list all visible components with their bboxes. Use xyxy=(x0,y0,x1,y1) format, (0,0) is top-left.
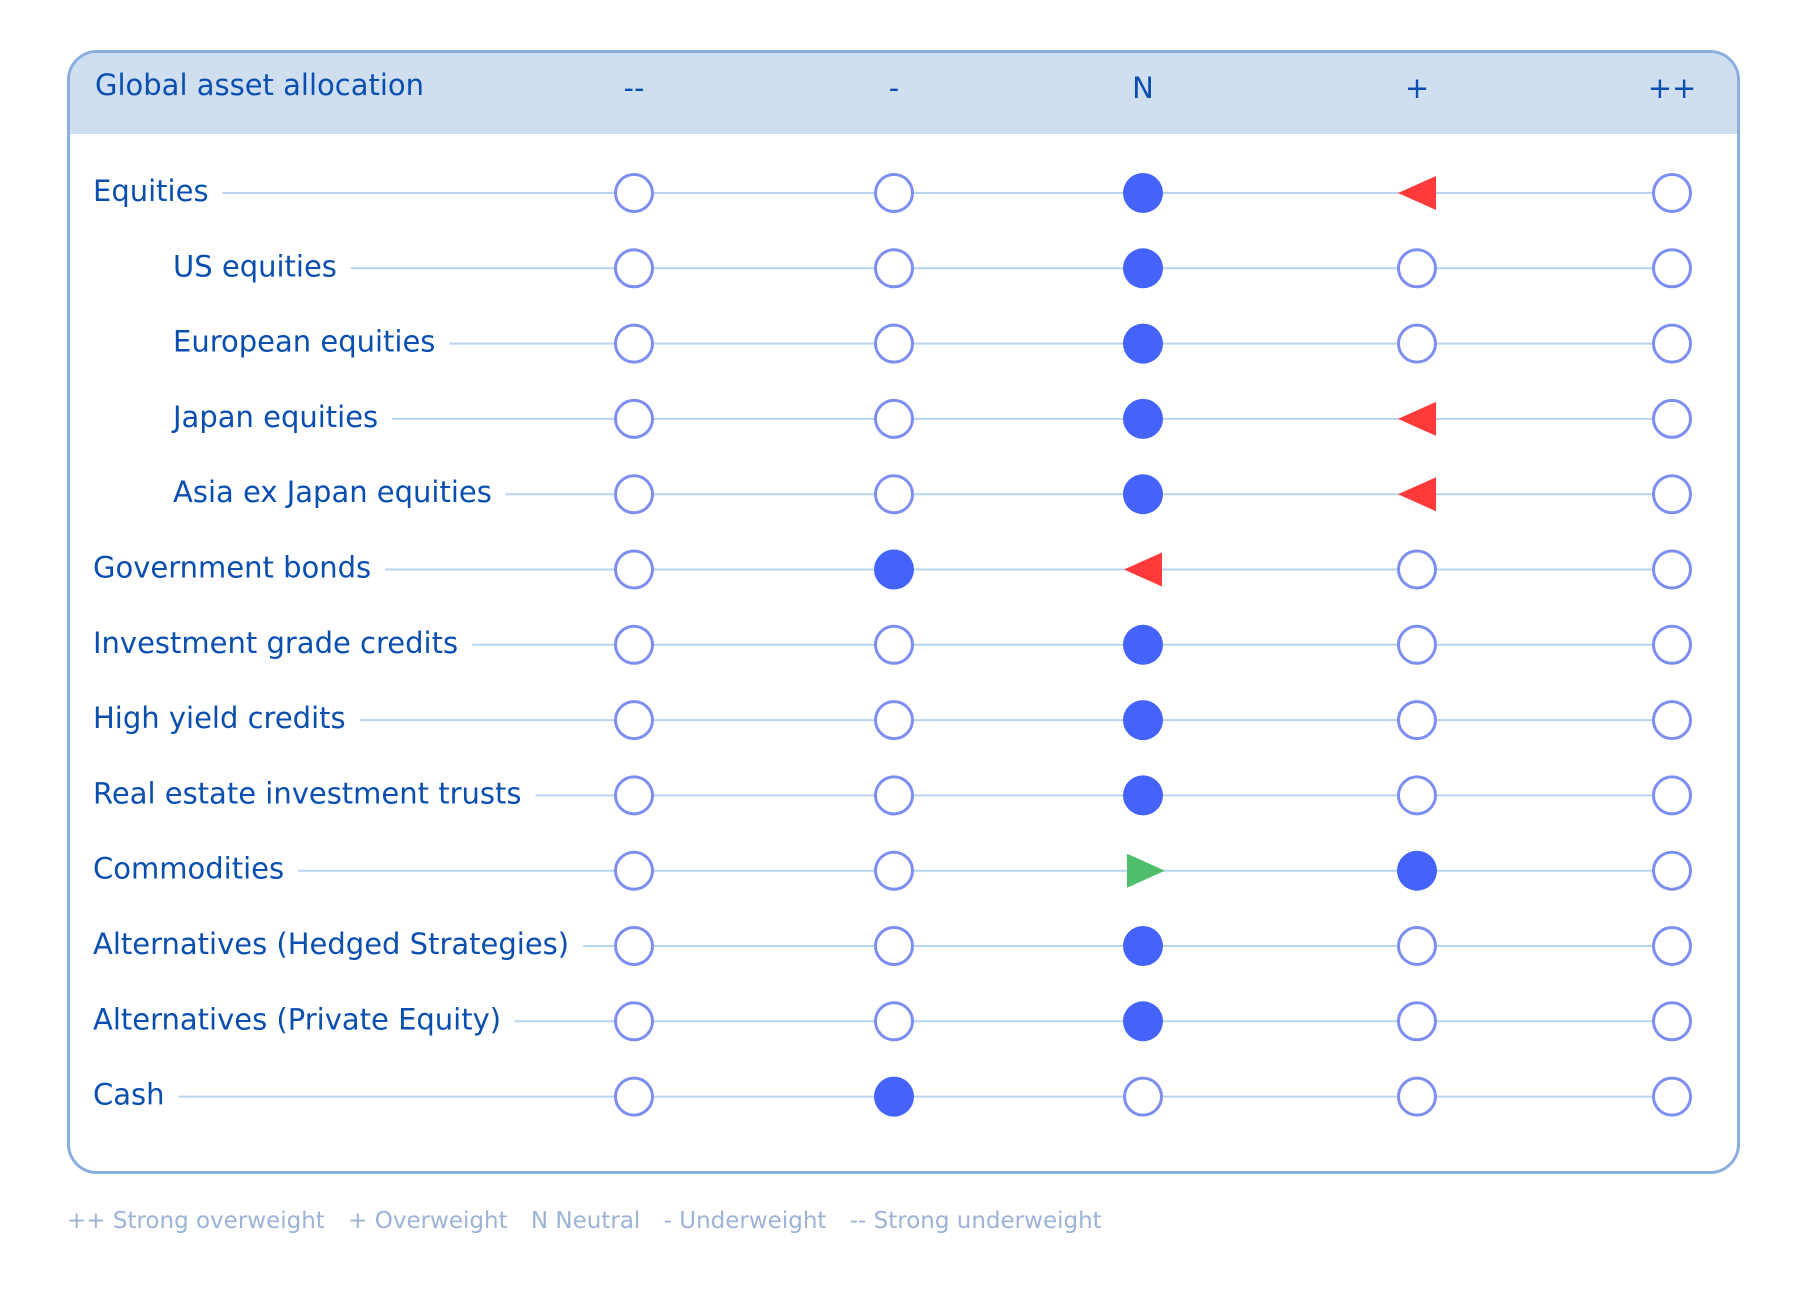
legend-item-overweight: + Overweight xyxy=(348,1208,508,1234)
row-label-equities: Equities xyxy=(93,174,209,208)
empty-marker-alternatives-hedged-strategies-strong-underweight xyxy=(614,926,654,966)
empty-marker-high-yield-credits-underweight xyxy=(874,700,914,741)
legend-item-neutral: N Neutral xyxy=(530,1208,641,1234)
row-label-investment-grade-credits: Investment grade credits xyxy=(93,626,458,660)
row-label-asia-ex-japan-equities: Asia ex Japan equities xyxy=(173,475,492,509)
empty-marker-us-equities-strong-underweight xyxy=(614,248,654,289)
empty-marker-alternatives-hedged-strategies-overweight xyxy=(1397,926,1437,966)
allocation-card xyxy=(67,50,1740,1174)
empty-marker-equities-underweight xyxy=(874,173,914,213)
position-marker-equities xyxy=(1123,173,1163,213)
empty-marker-government-bonds-overweight xyxy=(1397,549,1437,590)
empty-marker-asia-ex-japan-equities-underweight xyxy=(874,474,914,515)
empty-marker-us-equities-underweight xyxy=(874,248,914,289)
column-header-underweight: - xyxy=(889,71,899,105)
trend-arrow-left-equities xyxy=(1398,176,1436,210)
empty-marker-high-yield-credits-strong-underweight xyxy=(614,700,654,741)
row-label-cash: Cash xyxy=(93,1078,165,1112)
empty-marker-commodities-strong-overweight xyxy=(1652,850,1692,891)
trend-arrow-left-japan-equities xyxy=(1398,401,1436,436)
legend-item-strong-underweight: -- Strong underweight xyxy=(849,1208,1102,1234)
empty-marker-real-estate-investment-trusts-overweight xyxy=(1397,775,1437,816)
position-marker-high-yield-credits xyxy=(1123,700,1163,741)
empty-marker-alternatives-private-equity-overweight xyxy=(1397,1001,1437,1042)
column-header-overweight: + xyxy=(1405,71,1429,105)
empty-marker-japan-equities-strong-underweight xyxy=(614,398,654,439)
empty-marker-us-equities-strong-overweight xyxy=(1652,248,1692,289)
empty-marker-us-equities-overweight xyxy=(1397,248,1437,289)
position-marker-government-bonds xyxy=(874,549,914,590)
table-header xyxy=(70,53,1737,134)
position-marker-alternatives-private-equity xyxy=(1123,1001,1163,1042)
empty-marker-equities-strong-underweight xyxy=(614,173,654,213)
empty-marker-cash-overweight xyxy=(1397,1076,1437,1117)
empty-marker-cash-neutral xyxy=(1123,1076,1163,1117)
trend-arrow-right-commodities xyxy=(1127,853,1165,888)
row-label-japan-equities: Japan equities xyxy=(171,400,378,434)
row-label-us-equities: US equities xyxy=(173,249,337,283)
row-label-high-yield-credits: High yield credits xyxy=(93,701,346,735)
empty-marker-high-yield-credits-strong-overweight xyxy=(1652,700,1692,741)
empty-marker-japan-equities-strong-overweight xyxy=(1652,398,1692,439)
empty-marker-government-bonds-strong-underweight xyxy=(614,549,654,590)
position-marker-cash xyxy=(874,1076,914,1117)
position-marker-european-equities xyxy=(1123,323,1163,364)
row-label-european-equities: European equities xyxy=(173,325,435,359)
legend-item-strong-overweight: ++ Strong overweight xyxy=(67,1208,325,1234)
empty-marker-investment-grade-credits-strong-underweight xyxy=(614,624,654,665)
chart-title: Global asset allocation xyxy=(95,68,424,102)
empty-marker-real-estate-investment-trusts-strong-underweight xyxy=(614,775,654,816)
position-marker-alternatives-hedged-strategies xyxy=(1123,926,1163,966)
position-marker-asia-ex-japan-equities xyxy=(1123,474,1163,515)
empty-marker-high-yield-credits-overweight xyxy=(1397,700,1437,741)
empty-marker-alternatives-hedged-strategies-underweight xyxy=(874,926,914,966)
empty-marker-asia-ex-japan-equities-strong-overweight xyxy=(1652,474,1692,515)
empty-marker-alternatives-private-equity-strong-underweight xyxy=(614,1001,654,1042)
empty-marker-asia-ex-japan-equities-strong-underweight xyxy=(614,474,654,515)
empty-marker-european-equities-overweight xyxy=(1397,323,1437,364)
empty-marker-investment-grade-credits-overweight xyxy=(1397,624,1437,665)
row-label-real-estate-investment-trusts: Real estate investment trusts xyxy=(93,776,522,810)
empty-marker-commodities-strong-underweight xyxy=(614,850,654,891)
empty-marker-commodities-underweight xyxy=(874,850,914,891)
trend-arrow-left-government-bonds xyxy=(1124,552,1162,587)
empty-marker-investment-grade-credits-strong-overweight xyxy=(1652,624,1692,665)
position-marker-investment-grade-credits xyxy=(1123,624,1163,665)
column-header-strong-underweight: -- xyxy=(624,71,645,105)
empty-marker-real-estate-investment-trusts-underweight xyxy=(874,775,914,816)
legend: ++ Strong overweight + Overweight N Neut… xyxy=(67,1208,1118,1234)
row-label-alternatives-hedged-strategies: Alternatives (Hedged Strategies) xyxy=(93,927,569,961)
position-marker-real-estate-investment-trusts xyxy=(1123,775,1163,816)
position-marker-us-equities xyxy=(1123,248,1163,289)
column-header-strong-overweight: ++ xyxy=(1648,71,1697,105)
row-label-commodities: Commodities xyxy=(93,852,284,886)
empty-marker-cash-strong-underweight xyxy=(614,1076,654,1117)
column-header-neutral: N xyxy=(1132,71,1154,105)
legend-item-underweight: - Underweight xyxy=(663,1208,827,1234)
position-marker-commodities xyxy=(1397,850,1437,891)
empty-marker-alternatives-hedged-strategies-strong-overweight xyxy=(1652,926,1692,966)
empty-marker-japan-equities-underweight xyxy=(874,398,914,439)
empty-marker-equities-strong-overweight xyxy=(1652,173,1692,213)
empty-marker-government-bonds-strong-overweight xyxy=(1652,549,1692,590)
row-label-alternatives-private-equity: Alternatives (Private Equity) xyxy=(93,1002,501,1036)
trend-arrow-left-asia-ex-japan-equities xyxy=(1398,477,1436,512)
empty-marker-european-equities-strong-underweight xyxy=(614,323,654,364)
empty-marker-alternatives-private-equity-strong-overweight xyxy=(1652,1001,1692,1042)
empty-marker-investment-grade-credits-underweight xyxy=(874,624,914,665)
empty-marker-alternatives-private-equity-underweight xyxy=(874,1001,914,1042)
empty-marker-european-equities-underweight xyxy=(874,323,914,364)
empty-marker-european-equities-strong-overweight xyxy=(1652,323,1692,364)
position-marker-japan-equities xyxy=(1123,398,1163,439)
empty-marker-cash-strong-overweight xyxy=(1652,1076,1692,1117)
row-label-government-bonds: Government bonds xyxy=(93,551,371,585)
empty-marker-real-estate-investment-trusts-strong-overweight xyxy=(1652,775,1692,816)
